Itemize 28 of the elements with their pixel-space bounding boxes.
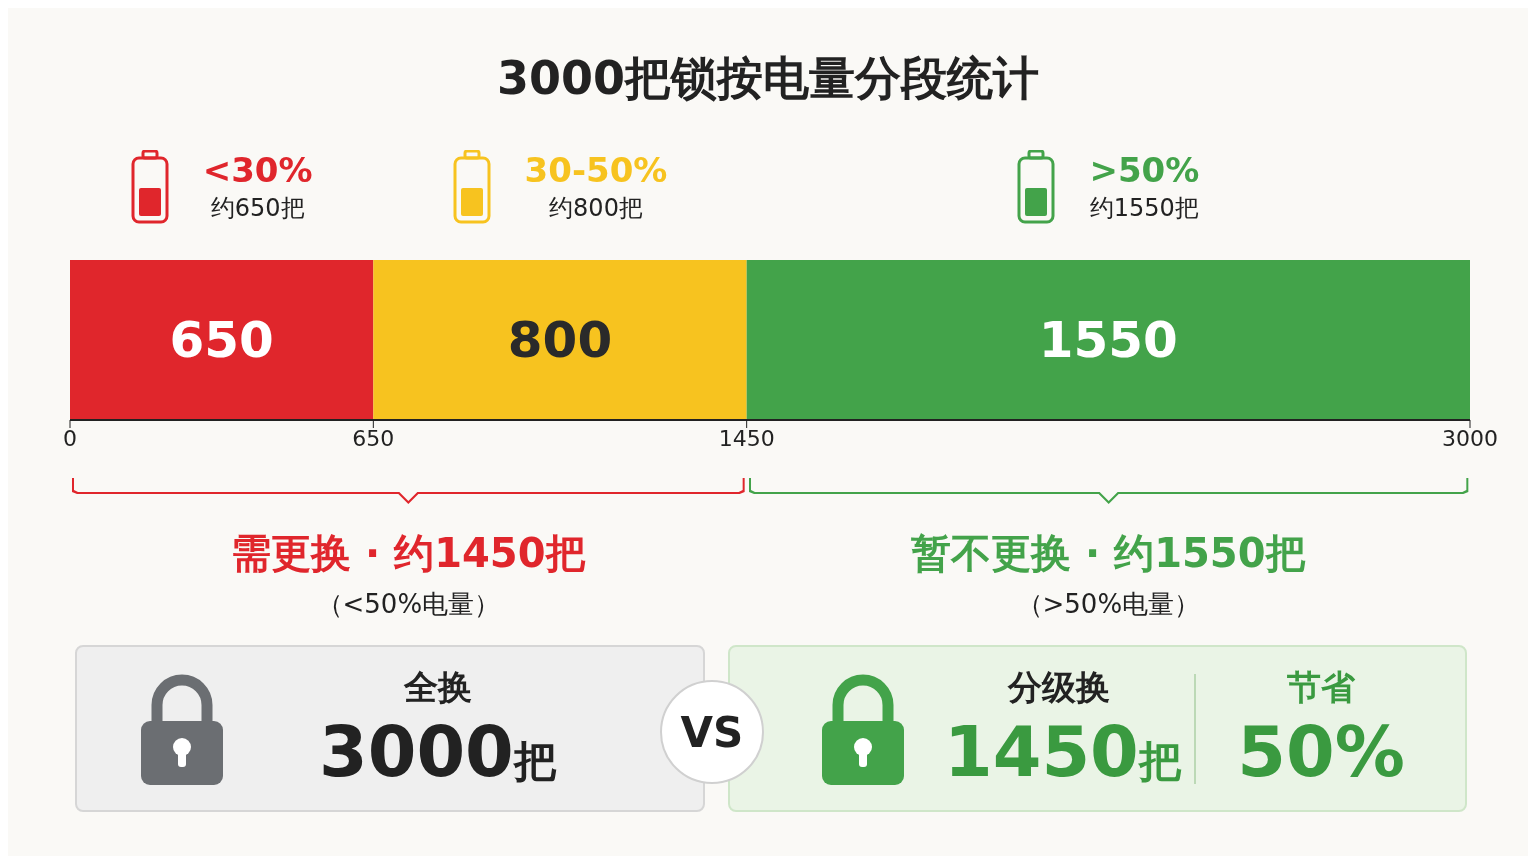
text: 约800把 xyxy=(548,193,644,224)
text: 分级换 xyxy=(1006,665,1111,709)
text: 1450把 xyxy=(944,710,1182,793)
x-tick-label: 1450 xyxy=(718,425,775,451)
text: 50% xyxy=(1237,710,1405,793)
legend-label: <30% xyxy=(202,150,313,190)
legend-label: >50% xyxy=(1089,150,1200,190)
data-label: 800 xyxy=(507,311,613,369)
text: 约650把 xyxy=(209,193,306,224)
data-label: 1550 xyxy=(1038,311,1178,369)
text: （>50%电量） xyxy=(1015,588,1202,621)
bar xyxy=(746,260,1470,420)
x-tick-label: 650 xyxy=(352,425,395,451)
text: 需更换 · 约1450把 xyxy=(230,529,587,578)
chart-title: 3000把锁按电量分段统计 xyxy=(496,50,1040,107)
text: 节省 xyxy=(1286,665,1356,709)
x-tick-label: 3000 xyxy=(1442,425,1498,451)
bar xyxy=(70,260,374,420)
text: 暂不更换 · 约1550把 xyxy=(910,529,1307,578)
text: （<50%电量） xyxy=(315,588,502,621)
text: 全换 xyxy=(402,665,473,709)
x-tick-label: 0 xyxy=(63,425,77,451)
text: 约1550把 xyxy=(1089,193,1200,224)
bar xyxy=(373,260,747,420)
data-label: 650 xyxy=(169,311,274,369)
legend-label: 30-50% xyxy=(524,150,668,190)
text: VS xyxy=(660,680,764,784)
text: 3000把 xyxy=(319,710,557,793)
